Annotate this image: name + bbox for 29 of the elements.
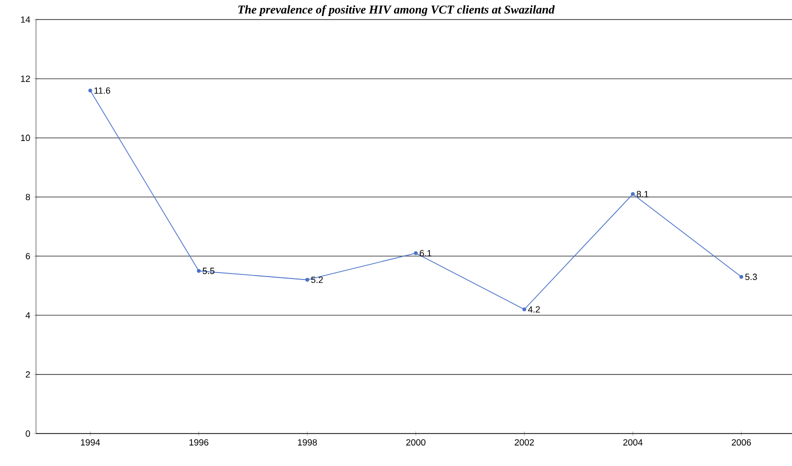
data-label: 4.2 bbox=[528, 306, 540, 313]
point bbox=[196, 269, 201, 273]
x-tick-label: 1994 bbox=[80, 439, 100, 446]
chart-title: The prevalence of positive HIV among VCT clients at Swaziland bbox=[238, 5, 555, 16]
y-tick-label: 14 bbox=[21, 16, 30, 23]
point bbox=[522, 307, 526, 312]
point bbox=[630, 192, 635, 196]
data-label: 5.2 bbox=[311, 276, 323, 283]
x-tick-label: 2002 bbox=[514, 439, 534, 446]
y-tick-label: 10 bbox=[21, 134, 30, 142]
point bbox=[88, 88, 92, 92]
point bbox=[739, 274, 744, 279]
y-tick-label: 2 bbox=[26, 371, 30, 378]
data-label: 8.1 bbox=[636, 190, 648, 198]
y-tick-label: 8 bbox=[26, 194, 30, 200]
x-tick-label: 2006 bbox=[732, 439, 751, 446]
x-tick-label: 2000 bbox=[406, 439, 426, 446]
y-tick-label: 12 bbox=[21, 76, 30, 82]
point bbox=[305, 278, 310, 282]
x-tick-label: 1998 bbox=[298, 439, 317, 446]
point bbox=[414, 251, 418, 256]
data-label: 5.3 bbox=[745, 274, 757, 280]
x-tick-label: 2004 bbox=[623, 439, 643, 446]
y-tick-label: 0 bbox=[26, 430, 30, 437]
y-tick-label: 6 bbox=[26, 252, 30, 260]
data-label: 6.1 bbox=[420, 250, 432, 256]
data-label: 11.6 bbox=[94, 87, 110, 94]
y-tick-label: 4 bbox=[26, 312, 30, 318]
x-tick-label: 1996 bbox=[189, 439, 208, 446]
